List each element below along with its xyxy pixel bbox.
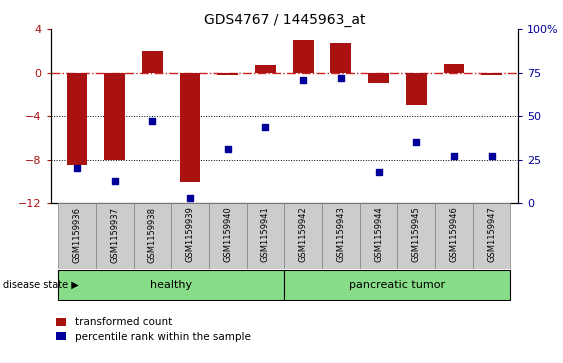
Bar <box>171 203 209 269</box>
Point <box>412 139 421 145</box>
Bar <box>444 64 464 73</box>
Bar <box>58 203 96 269</box>
Bar <box>209 203 247 269</box>
Bar <box>133 203 171 269</box>
Point <box>449 153 458 159</box>
Text: GSM1159938: GSM1159938 <box>148 207 157 262</box>
Point <box>374 169 383 175</box>
Bar <box>322 203 360 269</box>
Bar <box>406 73 427 105</box>
Text: healthy: healthy <box>150 280 193 290</box>
Text: pancreatic tumor: pancreatic tumor <box>349 280 445 290</box>
Text: disease state ▶: disease state ▶ <box>3 280 79 290</box>
Title: GDS4767 / 1445963_at: GDS4767 / 1445963_at <box>204 13 365 26</box>
Bar <box>142 51 163 73</box>
Text: GSM1159947: GSM1159947 <box>487 207 496 262</box>
Bar <box>217 73 238 75</box>
Point <box>487 153 496 159</box>
Text: GSM1159946: GSM1159946 <box>449 207 458 262</box>
Point <box>224 146 233 152</box>
Text: GSM1159945: GSM1159945 <box>412 207 421 262</box>
Bar <box>284 203 322 269</box>
Point <box>148 118 157 124</box>
Bar <box>397 203 435 269</box>
Bar <box>247 203 284 269</box>
Point <box>110 178 119 184</box>
Text: GSM1159944: GSM1159944 <box>374 207 383 262</box>
Bar <box>58 270 284 300</box>
Bar <box>293 40 314 73</box>
Bar <box>330 43 351 73</box>
Bar <box>255 65 276 73</box>
Point <box>73 166 82 171</box>
Bar <box>180 73 200 182</box>
Bar <box>66 73 87 165</box>
Point <box>298 77 307 82</box>
Bar <box>435 203 473 269</box>
Bar <box>96 203 133 269</box>
Bar <box>360 203 397 269</box>
Bar <box>481 73 502 75</box>
Text: GSM1159936: GSM1159936 <box>73 207 82 262</box>
Text: GSM1159937: GSM1159937 <box>110 207 119 262</box>
Point <box>261 124 270 130</box>
Bar <box>473 203 511 269</box>
Text: GSM1159939: GSM1159939 <box>186 207 195 262</box>
Bar <box>104 73 125 160</box>
Bar <box>368 73 389 83</box>
Point <box>336 75 345 81</box>
Bar <box>284 270 511 300</box>
Legend: transformed count, percentile rank within the sample: transformed count, percentile rank withi… <box>56 317 251 342</box>
Text: GSM1159942: GSM1159942 <box>298 207 307 262</box>
Text: GSM1159940: GSM1159940 <box>224 207 233 262</box>
Text: GSM1159943: GSM1159943 <box>336 207 345 262</box>
Point <box>186 195 195 201</box>
Text: GSM1159941: GSM1159941 <box>261 207 270 262</box>
